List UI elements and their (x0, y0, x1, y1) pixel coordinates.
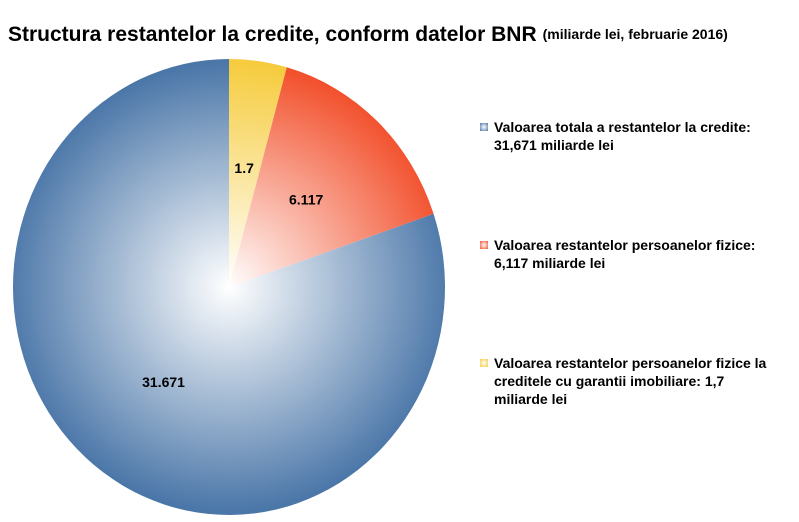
legend-swatch (480, 241, 488, 249)
legend-label: Valoarea restantelor persoanelor fizice … (494, 355, 767, 407)
legend-item: Valoarea restantelor persoanelor fizice:… (478, 236, 778, 272)
pie-slice (13, 59, 446, 515)
legend-item: Valoarea restantelor persoanelor fizice … (478, 354, 778, 408)
legend-label: Valoarea totala a restantelor la credite… (494, 119, 751, 153)
subtitle: (miliarde lei, februarie 2016) (543, 26, 728, 42)
legend-label: Valoarea restantelor persoanelor fizice:… (494, 237, 756, 271)
data-label: 31.671 (142, 374, 185, 390)
title: Structura restantelor la credite, confor… (8, 23, 537, 46)
data-label: 1.7 (234, 160, 254, 176)
pie-slice (229, 59, 287, 287)
pie-slice (229, 67, 434, 288)
legend-swatch (480, 359, 488, 367)
data-label: 6.117 (289, 192, 323, 208)
legend-item: Valoarea totala a restantelor la credite… (478, 118, 778, 154)
chart-title: Structura restantelor la credite, confor… (8, 23, 728, 46)
legend: Valoarea totala a restantelor la credite… (478, 118, 778, 490)
legend-swatch (480, 123, 488, 131)
pie: 31.671 6.117 1.7 (13, 59, 446, 515)
